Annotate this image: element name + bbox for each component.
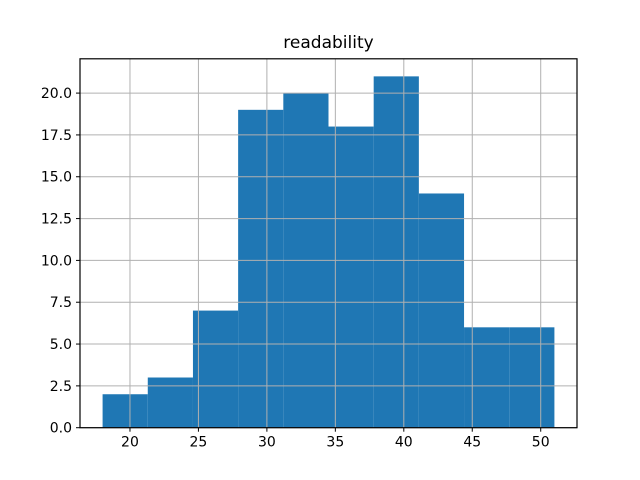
histogram-bar [373,76,419,428]
plot-border [79,58,578,429]
histogram-bar [418,193,465,428]
histogram-bar [192,310,239,428]
y-tick-label: 10.0 [41,253,72,269]
histogram-bar [102,394,148,428]
x-tick-label: 35 [326,435,344,451]
y-tick-label: 0.0 [50,421,72,437]
x-tick-label: 45 [463,435,481,451]
y-tick-label: 7.5 [50,295,72,311]
y-tick-label: 12.5 [41,212,72,228]
x-tick-label: 40 [395,435,413,451]
x-tick-label: 20 [121,435,139,451]
y-tick-label: 2.5 [50,379,72,395]
x-tick-label: 25 [190,435,208,451]
y-tick-label: 5.0 [50,337,72,353]
x-tick-label: 30 [258,435,276,451]
y-tick-label: 20.0 [41,86,72,102]
histogram-bar [147,377,193,428]
histogram-bar [464,327,510,428]
histogram-bar [509,327,555,428]
y-tick-label: 17.5 [41,128,72,144]
histogram-bar [238,109,284,428]
y-tick-label: 15.0 [41,170,72,186]
chart-title: readability [283,33,374,53]
x-tick-label: 50 [532,435,550,451]
